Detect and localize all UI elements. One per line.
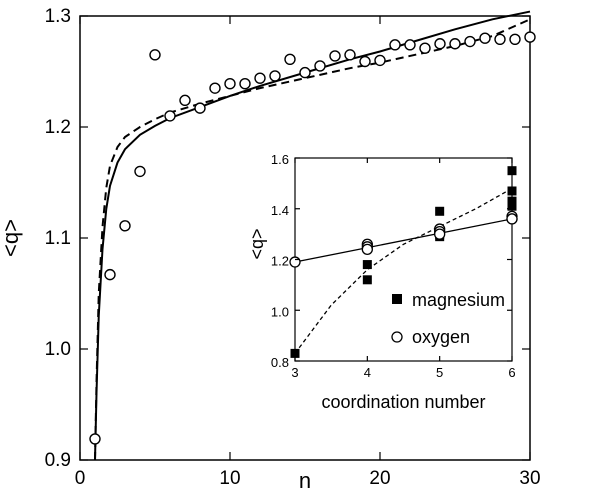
main-data-point <box>465 37 475 47</box>
main-x-axis-label: n <box>299 468 311 493</box>
inset-oxygen-point <box>362 244 372 254</box>
main-data-point <box>315 61 325 71</box>
main-data-point <box>480 33 490 43</box>
main-data-point <box>300 68 310 78</box>
main-data-point <box>210 83 220 93</box>
main-data-point <box>180 95 190 105</box>
main-data-point <box>285 54 295 64</box>
inset-magnesium-point <box>508 186 517 195</box>
main-data-point <box>135 166 145 176</box>
main-data-point <box>360 57 370 67</box>
inset-oxygen-point <box>507 214 517 224</box>
main-data-point <box>525 32 535 42</box>
legend-magnesium-label: magnesium <box>412 290 505 310</box>
inset-x-tick-label: 5 <box>436 365 443 380</box>
main-data-point <box>375 55 385 65</box>
inset-magnesium-point <box>363 260 372 269</box>
main-data-point <box>255 73 265 83</box>
main-data-point <box>405 40 415 50</box>
inset-y-tick-label: 1.2 <box>271 254 289 269</box>
inset-plot-frame <box>295 158 512 361</box>
main-data-point <box>435 39 445 49</box>
inset-oxygen-point <box>435 229 445 239</box>
main-x-tick-label: 20 <box>369 468 390 489</box>
main-x-tick-label: 30 <box>519 468 540 489</box>
legend-magnesium-marker <box>392 294 402 304</box>
main-data-point <box>390 40 400 50</box>
inset-x-tick-label: 3 <box>291 365 298 380</box>
inset-magnesium-point <box>508 202 517 211</box>
main-y-tick-label: 1.3 <box>45 6 71 27</box>
main-y-tick-label: 1.0 <box>45 339 71 360</box>
main-y-axis-label: <q> <box>0 219 23 257</box>
inset-magnesium-point <box>363 275 372 284</box>
inset-y-axis-label: <q> <box>247 228 267 259</box>
main-data-point <box>270 71 280 81</box>
inset-y-tick-label: 1.6 <box>271 152 289 167</box>
main-data-point <box>495 34 505 44</box>
main-data-point <box>240 79 250 89</box>
inset-x-axis-label: coordination number <box>321 392 485 412</box>
inset-y-tick-label: 1.0 <box>271 304 289 319</box>
legend-oxygen-marker <box>392 332 402 342</box>
main-data-point <box>225 79 235 89</box>
main-data-point <box>120 221 130 231</box>
main-data-point <box>450 39 460 49</box>
main-y-tick-label: 0.9 <box>45 450 71 471</box>
inset-y-tick-label: 1.4 <box>271 203 289 218</box>
inset-magnesium-point <box>508 166 517 175</box>
main-data-point <box>105 270 115 280</box>
main-data-point <box>150 50 160 60</box>
main-data-point <box>345 50 355 60</box>
inset-oxygen-point <box>290 257 300 267</box>
main-data-point <box>330 51 340 61</box>
main-data-point <box>510 34 520 44</box>
main-y-tick-label: 1.1 <box>45 228 71 249</box>
inset-magnesium-point <box>435 207 444 216</box>
main-data-point <box>90 434 100 444</box>
inset-x-tick-label: 4 <box>364 365 371 380</box>
main-data-point <box>420 43 430 53</box>
main-x-tick-label: 0 <box>75 468 86 489</box>
main-y-tick-label: 1.2 <box>45 117 71 138</box>
main-data-point <box>195 103 205 113</box>
legend-oxygen-label: oxygen <box>412 327 470 347</box>
inset-x-tick-label: 6 <box>508 365 515 380</box>
main-x-tick-label: 10 <box>219 468 240 489</box>
inset-y-tick-label: 0.8 <box>271 355 289 370</box>
main-data-point <box>165 111 175 121</box>
